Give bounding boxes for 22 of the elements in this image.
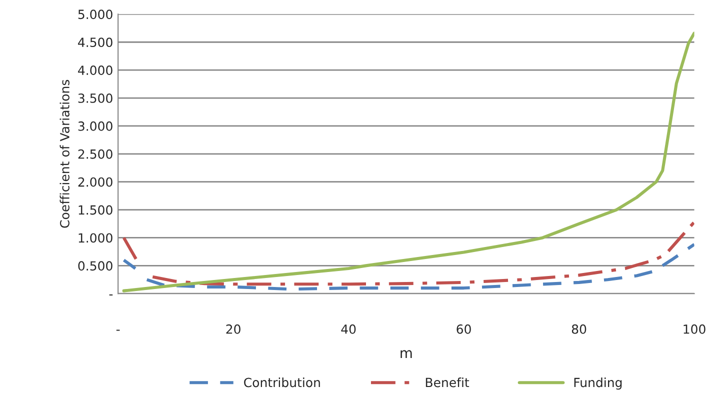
y-tick-label: - xyxy=(109,294,113,296)
y-tick-label: 2.000 xyxy=(78,177,112,187)
legend-label: Contribution xyxy=(244,378,320,388)
y-tick-label: 5.000 xyxy=(78,10,112,20)
y-axis-title: Coefficient of Variations xyxy=(60,80,70,228)
x-tick-label: 80 xyxy=(572,324,586,334)
y-tick-label: 3.000 xyxy=(78,121,112,131)
y-tick-label: 2.500 xyxy=(78,149,112,159)
y-tick-label: 1.000 xyxy=(78,233,112,243)
y-tick-label: 1.500 xyxy=(78,205,112,215)
x-tick-label: 40 xyxy=(341,324,356,334)
x-tick-label: 100 xyxy=(684,324,706,334)
x-axis-title: m xyxy=(400,350,412,358)
y-tick-label: 3.500 xyxy=(78,93,112,103)
legend-label: Benefit xyxy=(426,378,470,388)
x-tick-label: 60 xyxy=(456,324,471,334)
x-tick-label: 20 xyxy=(226,324,240,334)
y-tick-label: 4.500 xyxy=(78,38,112,48)
legend-label: Funding xyxy=(574,378,622,390)
y-tick-label: 0.500 xyxy=(78,261,112,271)
line-series xyxy=(122,32,694,292)
y-tick-label: 4.000 xyxy=(78,66,112,75)
